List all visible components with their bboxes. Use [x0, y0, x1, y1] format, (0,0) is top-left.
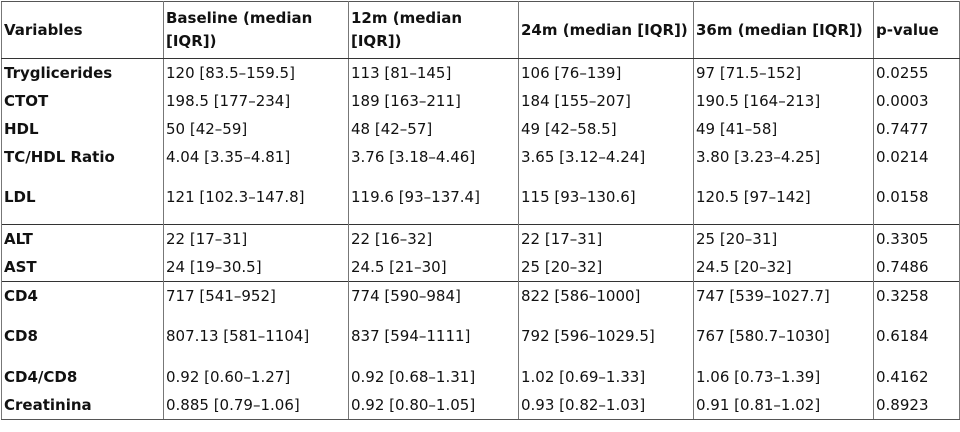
row-label: ALT	[1, 224, 164, 253]
table-cell: 774 [590–984]	[348, 281, 519, 310]
row-label: HDL	[1, 115, 164, 143]
table-row: CD4 717 [541–952] 774 [590–984] 822 [586–10…	[1, 281, 960, 310]
table-cell: 0.92 [0.68–1.31]	[348, 363, 519, 391]
header-cell: 36m (median [IQR])	[693, 1, 874, 59]
table-cell: 0.3258	[873, 281, 960, 310]
table-row: AST 24 [19–30.5] 24.5 [21–30] 25 [20–32] 24.…	[1, 253, 960, 282]
table-cell: 97 [71.5–152]	[693, 58, 874, 87]
table-cell: 24 [19–30.5]	[163, 253, 349, 282]
table-cell: 120.5 [97–142]	[693, 171, 874, 225]
table-cell: 0.6184	[873, 310, 960, 363]
table-cell: 120 [83.5–159.5]	[163, 58, 349, 87]
table-cell: 25 [20–32]	[518, 253, 694, 282]
table-cell: 0.8923	[873, 391, 960, 420]
row-label: LDL	[1, 171, 164, 225]
table-row: CD4/CD8 0.92 [0.60–1.27] 0.92 [0.68–1.31] 1…	[1, 363, 960, 391]
table-cell: 113 [81–145]	[348, 58, 519, 87]
table-cell: 0.0003	[873, 87, 960, 115]
table-cell: 837 [594–1111]	[348, 310, 519, 363]
table-cell: 3.76 [3.18–4.46]	[348, 143, 519, 171]
row-label: Tryglicerides	[1, 58, 164, 87]
table-cell: 106 [76–139]	[518, 58, 694, 87]
table-cell: 0.0255	[873, 58, 960, 87]
table-row: Creatinina 0.885 [0.79–1.06] 0.92 [0.80–1.…	[1, 391, 960, 420]
table-cell: 807.13 [581–1104]	[163, 310, 349, 363]
table-cell: 822 [586–1000]	[518, 281, 694, 310]
table-row: HDL 50 [42–59] 48 [42–57] 49 [42–58.5] 49 [4…	[1, 115, 960, 143]
table-cell: 121 [102.3–147.8]	[163, 171, 349, 225]
table-cell: 3.65 [3.12–4.24]	[518, 143, 694, 171]
table-cell: 1.06 [0.73–1.39]	[693, 363, 874, 391]
table-cell: 189 [163–211]	[348, 87, 519, 115]
table-cell: 0.91 [0.81–1.02]	[693, 391, 874, 420]
table-cell: 4.04 [3.35–4.81]	[163, 143, 349, 171]
table-cell: 0.93 [0.82–1.03]	[518, 391, 694, 420]
header-cell: 24m (median [IQR])	[518, 1, 694, 59]
table-row: ALT 22 [17–31] 22 [16–32] 22 [17–31] 25 [20–…	[1, 224, 960, 253]
header-cell: 12m (median [IQR])	[348, 1, 519, 59]
table-cell: 49 [41–58]	[693, 115, 874, 143]
table-row: CTOT 198.5 [177–234] 189 [163–211] 184 [155…	[1, 87, 960, 115]
table-row: TC/HDL Ratio 4.04 [3.35–4.81] 3.76 [3.18–4…	[1, 143, 960, 171]
data-table: Variables Baseline (median [IQR]) 12m (med…	[1, 1, 960, 420]
row-label: CTOT	[1, 87, 164, 115]
table-cell: 22 [16–32]	[348, 224, 519, 253]
table-cell: 25 [20–31]	[693, 224, 874, 253]
table-cell: 767 [580.7–1030]	[693, 310, 874, 363]
header-cell: Baseline (median [IQR])	[163, 1, 349, 59]
table-cell: 1.02 [0.69–1.33]	[518, 363, 694, 391]
table-cell: 0.92 [0.80–1.05]	[348, 391, 519, 420]
table-cell: 49 [42–58.5]	[518, 115, 694, 143]
table-cell: 24.5 [21–30]	[348, 253, 519, 282]
table-cell: 0.0158	[873, 171, 960, 225]
row-label: AST	[1, 253, 164, 282]
table-cell: 0.7477	[873, 115, 960, 143]
table-cell: 0.92 [0.60–1.27]	[163, 363, 349, 391]
table-cell: 0.0214	[873, 143, 960, 171]
table-cell: 198.5 [177–234]	[163, 87, 349, 115]
table-cell: 22 [17–31]	[518, 224, 694, 253]
table-cell: 0.4162	[873, 363, 960, 391]
table-row: LDL 121 [102.3–147.8] 119.6 [93–137.4] 115 …	[1, 171, 960, 225]
table-cell: 48 [42–57]	[348, 115, 519, 143]
header-cell: p-value	[873, 1, 960, 59]
table-cell: 0.3305	[873, 224, 960, 253]
row-label: Creatinina	[1, 391, 164, 420]
table-cell: 3.80 [3.23–4.25]	[693, 143, 874, 171]
header-row: Variables Baseline (median [IQR]) 12m (med…	[1, 1, 960, 59]
row-label: TC/HDL Ratio	[1, 143, 164, 171]
table-cell: 50 [42–59]	[163, 115, 349, 143]
table-cell: 717 [541–952]	[163, 281, 349, 310]
table-cell: 0.885 [0.79–1.06]	[163, 391, 349, 420]
table-cell: 24.5 [20–32]	[693, 253, 874, 282]
table-cell: 115 [93–130.6]	[518, 171, 694, 225]
table-cell: 747 [539–1027.7]	[693, 281, 874, 310]
table-cell: 0.7486	[873, 253, 960, 282]
table-cell: 119.6 [93–137.4]	[348, 171, 519, 225]
table-cell: 22 [17–31]	[163, 224, 349, 253]
table-cell: 184 [155–207]	[518, 87, 694, 115]
row-label: CD4	[1, 281, 164, 310]
table-cell: 190.5 [164–213]	[693, 87, 874, 115]
table-row: CD8 807.13 [581–1104] 837 [594–1111] 792 [5…	[1, 310, 960, 363]
header-cell: Variables	[1, 1, 164, 59]
table-cell: 792 [596–1029.5]	[518, 310, 694, 363]
row-label: CD8	[1, 310, 164, 363]
table-row: Tryglicerides 120 [83.5–159.5] 113 [81–145…	[1, 58, 960, 87]
row-label: CD4/CD8	[1, 363, 164, 391]
